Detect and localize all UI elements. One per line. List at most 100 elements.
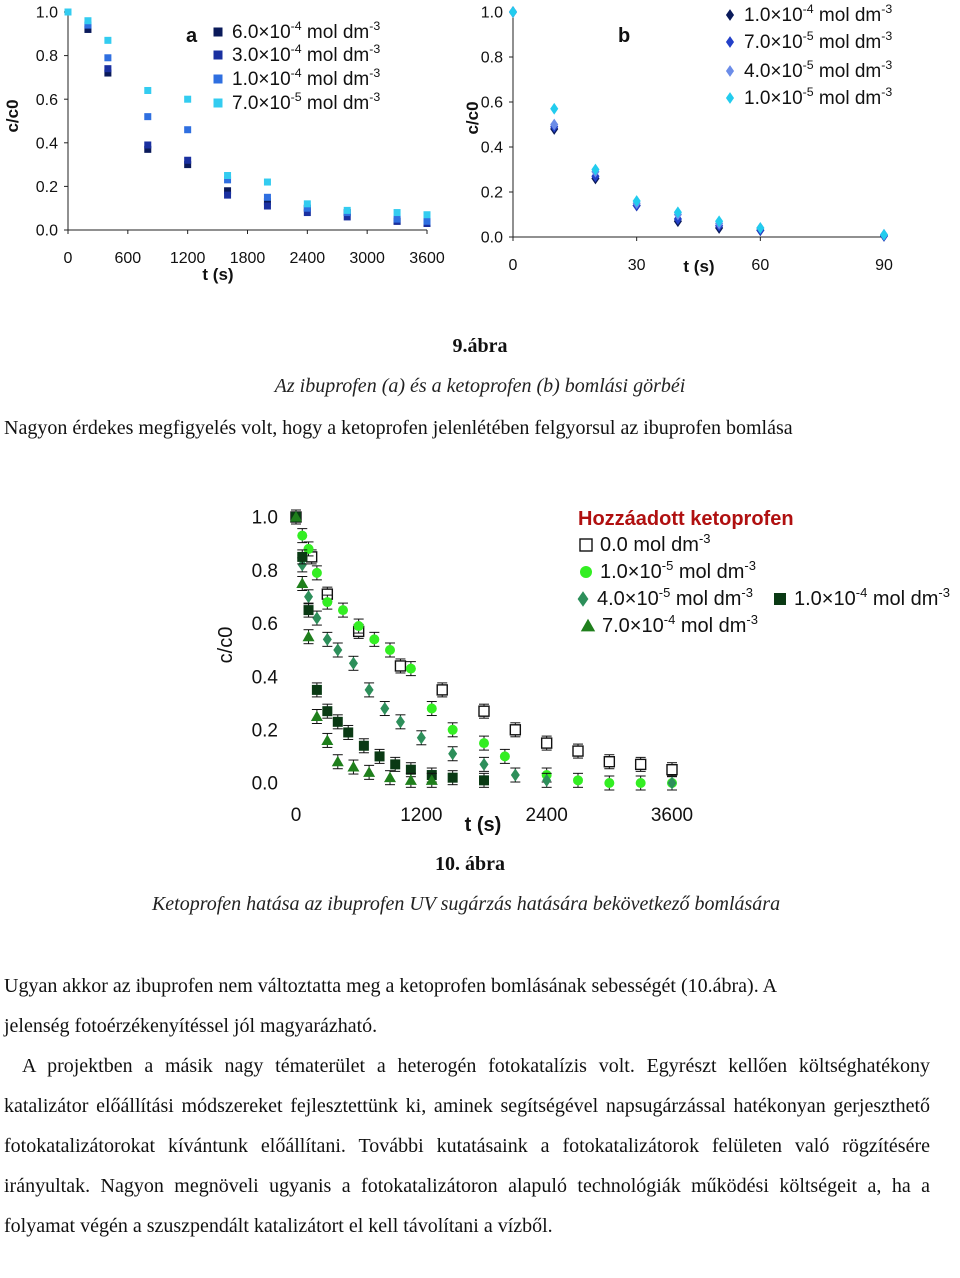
- data-point: [263, 202, 271, 210]
- data-point: [144, 145, 152, 153]
- y-tick-label: 0.8: [252, 561, 278, 582]
- data-point: [343, 213, 351, 221]
- data-point: [603, 756, 616, 768]
- data-point: [322, 632, 332, 646]
- y-axis-label: c/c0: [215, 627, 237, 664]
- x-tick-label: 3000: [349, 250, 385, 267]
- y-tick-label: 1.0: [481, 5, 503, 22]
- y-tick-label: 0.4: [481, 140, 503, 157]
- data-point: [550, 118, 559, 131]
- x-tick-label: 2400: [526, 805, 568, 826]
- legend-marker: [580, 566, 592, 578]
- legend-label: 3.0×10-4 mol dm-3: [232, 42, 380, 66]
- chart-ketoprofen-effect: 0.0 0.2 0.4 0.6 0.8 1.0 0 1200 2400 3600 t (s) c/c0…: [215, 508, 950, 836]
- marks-group: [64, 8, 431, 227]
- data-point: [104, 69, 112, 77]
- y-tick-label: 0.2: [481, 185, 503, 202]
- data-point: [634, 758, 647, 771]
- legend-marker: [774, 593, 786, 605]
- x-tick-label: 0: [509, 257, 518, 274]
- legend-label: 4.0×10-5 mol dm-3: [744, 58, 892, 82]
- data-point: [343, 206, 351, 214]
- legend-marker: [725, 92, 735, 104]
- data-point: [879, 228, 889, 241]
- x-tick-label: 1200: [400, 805, 442, 826]
- data-point: [144, 86, 152, 94]
- data-point: [666, 764, 678, 776]
- legend-label: 1.0×10-4 mol dm-3: [744, 2, 892, 26]
- x-tick-label: 1200: [170, 250, 206, 267]
- data-point: [380, 702, 390, 716]
- data-point: [604, 778, 615, 788]
- legend-title: Hozzáadott ketoprofen: [578, 508, 794, 530]
- legend-marker: [213, 98, 223, 108]
- data-point: [509, 724, 522, 736]
- data-point: [302, 630, 315, 642]
- x-tick-label: 30: [628, 257, 646, 274]
- legend-marker: [577, 591, 589, 607]
- y-tick-label: 0.6: [252, 614, 278, 635]
- axis-group: 0.0 0.2 0.4 0.6 0.8 1.0 0 1200 2400 3600 t (s) c/c0: [215, 508, 693, 836]
- legend-label: 0.0 mol dm-3: [600, 531, 711, 556]
- data-point: [447, 724, 458, 735]
- data-point: [224, 187, 232, 195]
- data-point: [374, 751, 385, 762]
- data-point: [296, 577, 309, 588]
- legend-label: 7.0×10-4 mol dm-3: [602, 612, 758, 637]
- y-tick-label: 0.6: [36, 92, 58, 109]
- data-point: [385, 645, 395, 655]
- legend-label: 7.0×10-5 mol dm-3: [744, 29, 892, 53]
- y-tick-label: 0.0: [36, 223, 58, 240]
- legend-label: 4.0×10-5 mol dm-3: [597, 585, 753, 610]
- x-axis-label: t (s): [683, 257, 714, 276]
- data-point: [358, 740, 369, 751]
- data-point: [423, 217, 431, 225]
- data-point: [436, 684, 448, 696]
- data-point: [104, 54, 112, 62]
- data-point: [369, 634, 380, 645]
- data-point: [478, 705, 490, 717]
- data-point: [715, 215, 724, 228]
- data-point: [756, 222, 765, 234]
- data-point: [333, 643, 343, 657]
- legend-marker: [725, 65, 735, 77]
- data-point: [263, 198, 271, 206]
- fig10-title: Ketoprofen hatása az ibuprofen UV sugárz…: [151, 893, 781, 915]
- data-point: [304, 590, 314, 604]
- data-point: [353, 621, 364, 632]
- y-tick-label: 0.8: [481, 50, 503, 67]
- data-point: [263, 193, 271, 201]
- data-point: [572, 745, 584, 757]
- x-tick-label: 600: [114, 250, 141, 267]
- fig10-number: 10. ábra: [435, 853, 505, 875]
- legend-marker: [725, 9, 735, 21]
- y-tick-label: 0.6: [481, 95, 503, 112]
- data-point: [540, 737, 553, 749]
- data-point: [390, 759, 401, 770]
- data-point: [363, 766, 376, 777]
- y-tick-label: 0.4: [36, 135, 58, 152]
- paragraph-1-line-1: Ugyan akkor az ibuprofen nem változtatta…: [4, 975, 778, 997]
- data-point: [635, 778, 646, 788]
- data-point: [184, 95, 192, 103]
- data-point: [393, 209, 401, 217]
- legend-marker: [213, 27, 223, 37]
- data-point: [394, 660, 407, 672]
- legend-label: 1.0×10-5 mol dm-3: [744, 85, 892, 109]
- fig9-number: 9.ábra: [452, 335, 508, 357]
- data-point: [331, 755, 344, 767]
- data-point: [384, 771, 396, 783]
- data-point: [673, 206, 682, 219]
- y-tick-label: 1.0: [36, 5, 58, 22]
- data-point: [84, 21, 92, 29]
- y-axis-label: c/c0: [463, 101, 482, 134]
- axis-group: 0.0 0.2 0.4 0.6 0.8 1.0 0 30 60 90 t (s) c/c0: [463, 5, 893, 276]
- y-tick-label: 0.2: [36, 179, 58, 196]
- legend-marker: [213, 74, 223, 84]
- data-point: [297, 551, 308, 562]
- data-point: [312, 611, 322, 625]
- data-point: [416, 731, 426, 745]
- legend-marker: [725, 36, 735, 48]
- x-axis-label: t (s): [465, 814, 502, 836]
